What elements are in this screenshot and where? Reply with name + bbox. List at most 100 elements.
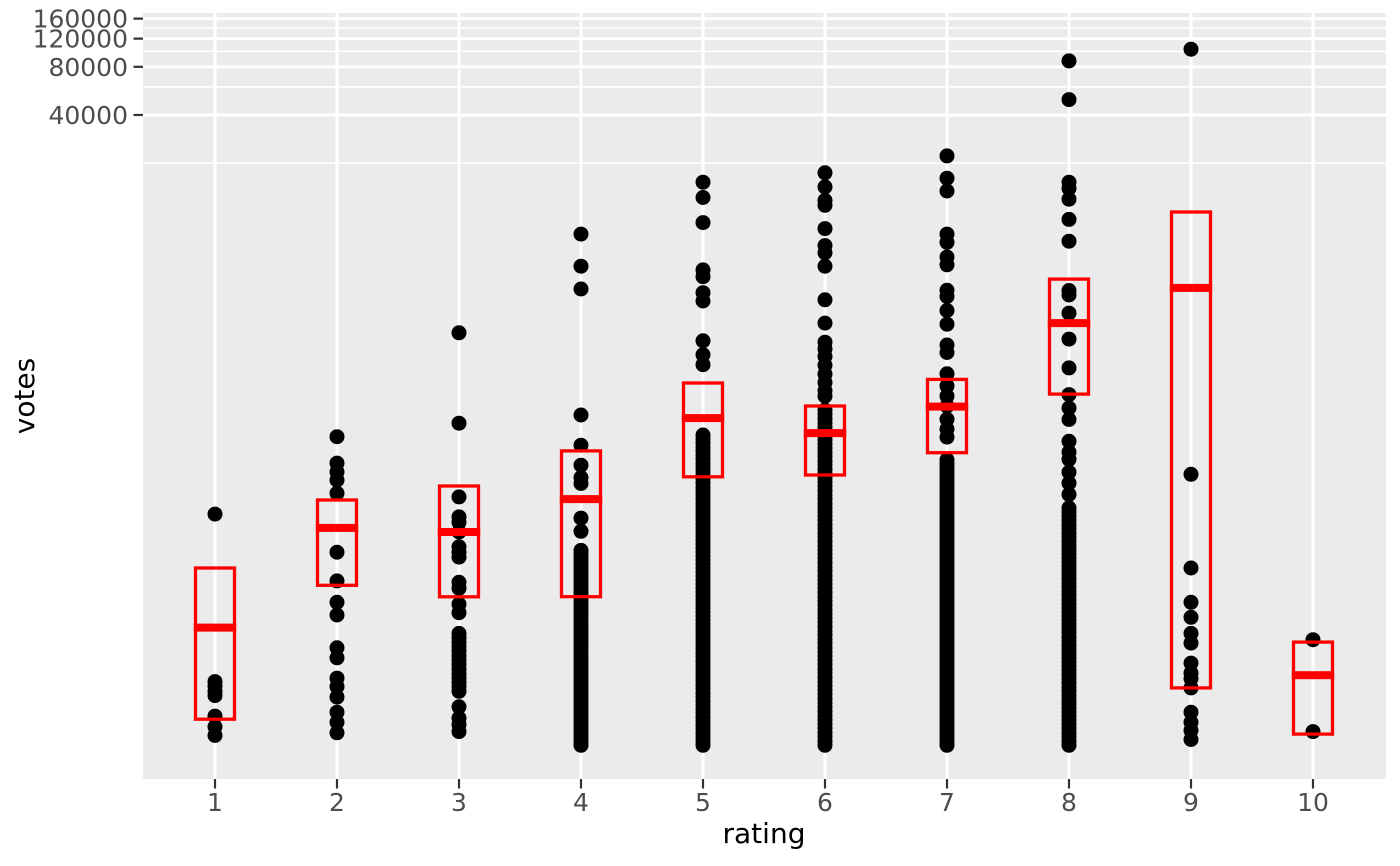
data-point [817,258,833,274]
data-point [939,288,955,304]
data-point [695,333,711,349]
data-point [1061,475,1077,491]
data-point [1061,464,1077,480]
x-tick-label: 1 [207,788,223,817]
data-point [1183,609,1199,625]
crossbar-box [1291,640,1335,736]
data-point [695,174,711,190]
data-point [1183,466,1199,482]
data-point [817,179,833,195]
data-point [329,544,345,560]
data-point [329,650,345,666]
data-point [1183,635,1199,651]
data-point [939,452,955,468]
crossbar-middle [925,402,969,411]
crossbar-middle [559,495,603,504]
data-point [451,415,467,431]
data-point [1183,594,1199,610]
x-tick-label: 10 [1297,788,1329,817]
data-point [573,226,589,242]
data-point [573,258,589,274]
crossbar-middle [1291,671,1335,680]
data-point [451,580,467,596]
data-point [1061,486,1077,502]
data-point [1061,400,1077,416]
data-point [329,725,345,741]
data-point [573,437,589,453]
data-point [451,325,467,341]
data-point [451,489,467,505]
x-tick-label: 2 [329,788,345,817]
crossbar-box [193,566,237,721]
data-point [939,345,955,360]
data-point [329,429,345,445]
crossbar-middle [315,523,359,532]
crossbar-layer [193,210,1335,736]
crossbar-middle [681,414,725,423]
data-point [1061,433,1077,449]
data-point [1183,560,1199,576]
crossbar-box [1169,210,1213,690]
y-axis-title: votes [8,358,41,435]
x-tick-label: 6 [817,788,833,817]
crossbar-middle [437,528,481,536]
crossbar-box [315,498,359,587]
x-axis-title: rating [723,817,806,850]
crossbar-box [559,449,603,599]
crossbar-middle [1169,283,1213,292]
data-point [1305,724,1321,740]
data-point [1061,233,1077,249]
data-point [451,724,467,740]
data-point [695,190,711,205]
data-point [1061,53,1077,69]
data-point [329,714,345,730]
data-point [695,215,711,231]
data-point [573,542,589,558]
data-point [939,316,955,332]
data-point [573,476,589,491]
data-point [207,506,223,522]
crossbar-middle [803,429,847,438]
data-point [817,165,833,181]
data-point [451,549,467,565]
data-point [695,427,711,443]
data-point [939,366,955,382]
x-tick-label: 3 [451,788,467,817]
data-point [817,292,833,308]
data-point [939,234,955,250]
data-point [1061,211,1077,227]
x-tick-label: 7 [939,788,955,817]
y-tick-label: 40000 [48,101,128,130]
crossbar-box [681,381,725,479]
data-point [573,510,589,526]
data-point [939,257,955,273]
data-point [329,472,345,488]
data-point [451,699,467,715]
data-point [573,523,589,539]
data-point [329,607,345,623]
x-tick-label: 5 [695,788,711,817]
data-point [329,679,345,695]
data-point [817,388,833,404]
data-point [1061,331,1077,347]
data-point-layer [207,41,1321,753]
x-tick-label: 4 [573,788,589,817]
data-point [817,315,833,331]
data-point [939,148,955,164]
data-point [939,429,955,445]
data-point [1061,412,1077,427]
data-point [1061,180,1077,196]
data-point [207,688,223,704]
x-tick-label: 9 [1183,788,1199,817]
data-point [1061,92,1077,108]
data-point [939,170,955,186]
crossbar-middle [1047,319,1091,328]
y-tick-label: 120000 [33,25,128,54]
data-point [451,605,467,621]
data-point [1183,732,1199,747]
data-point [1061,360,1077,376]
data-point [817,197,833,213]
data-point [1061,305,1077,321]
crossbar-box [1047,277,1091,396]
